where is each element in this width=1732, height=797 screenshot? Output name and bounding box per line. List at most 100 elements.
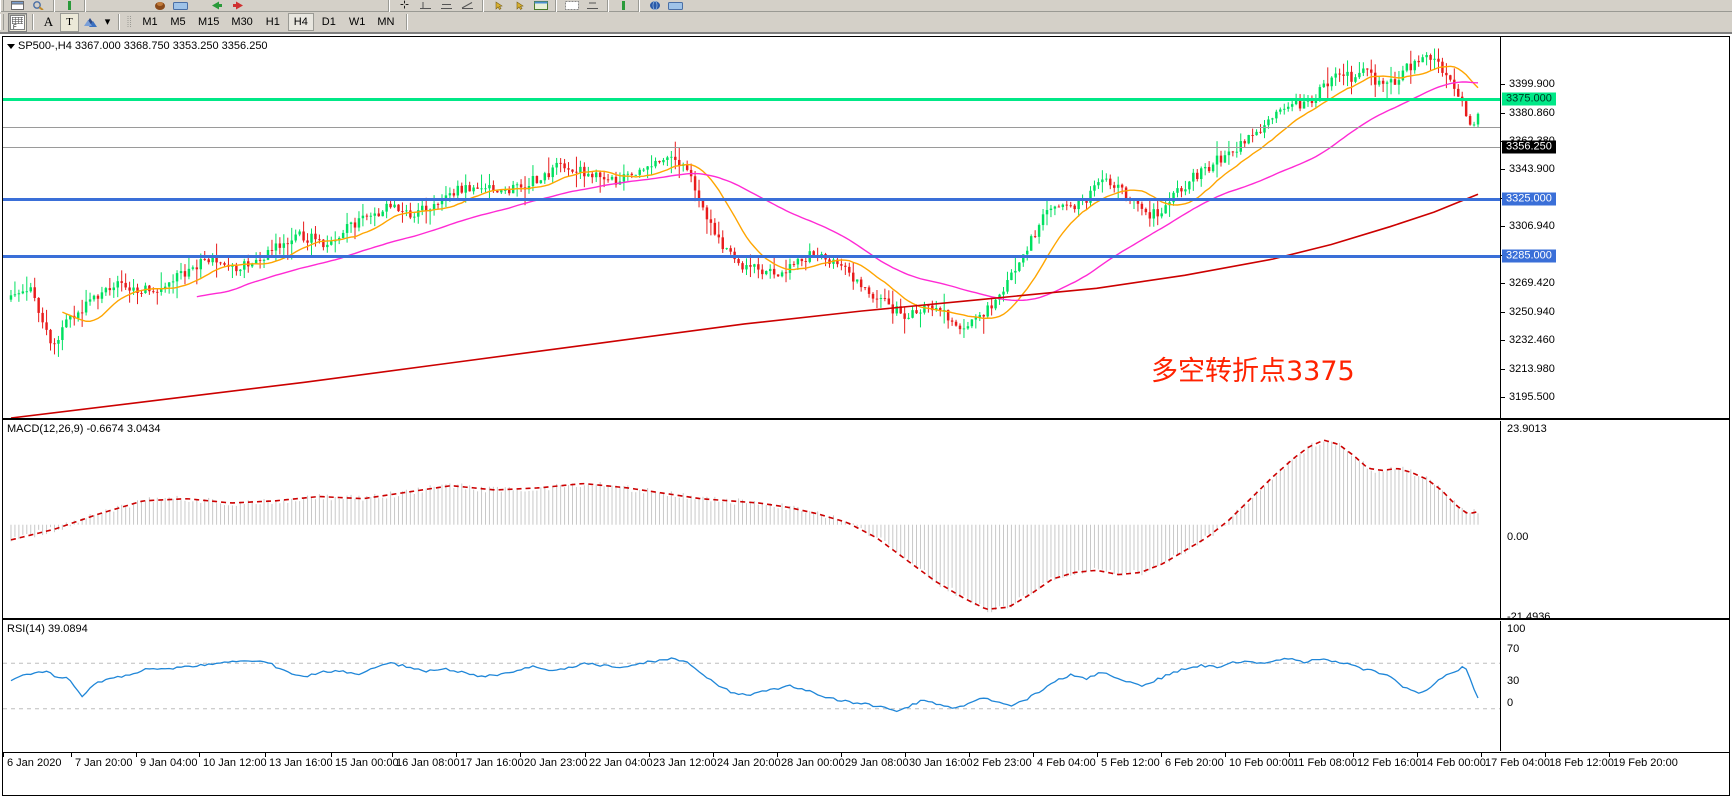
template-icon[interactable] <box>562 0 581 15</box>
chart-canvas[interactable]: 3399.9003380.8603362.3803343.9003325.460… <box>2 36 1730 796</box>
level-line-3362[interactable] <box>3 127 1500 128</box>
indicator-icon[interactable] <box>614 0 633 15</box>
timeframe-m30-button[interactable]: M30 <box>231 16 253 28</box>
rsi-axis-label: 30 <box>1507 675 1520 687</box>
timeframe-w1-button[interactable]: W1 <box>348 16 366 28</box>
toolbar-standard[interactable]: ⊹ <box>0 0 1732 15</box>
time-axis-tick <box>136 753 137 757</box>
price-pane[interactable]: 3399.9003380.8603362.3803343.9003325.460… <box>3 37 1729 432</box>
time-axis-label: 12 Feb 16:00 <box>1357 757 1422 769</box>
level-line-3325[interactable] <box>3 198 1500 201</box>
timeframe-h4-button[interactable]: H4 <box>287 13 314 31</box>
time-axis-tick <box>1033 753 1034 757</box>
price-badge-3325-000[interactable]: 3325.000 <box>1502 192 1556 206</box>
globe-icon[interactable] <box>645 0 664 15</box>
macd-pane[interactable]: 23.9013 0.00 -21.4936 MACD(12,26,9) -0.667… <box>3 421 1729 623</box>
time-axis-label: 5 Feb 12:00 <box>1101 757 1160 769</box>
macd-series <box>10 439 1479 613</box>
macd-plot-area[interactable] <box>3 421 1500 618</box>
time-axis-tick <box>520 753 521 757</box>
time-axis-label: 29 Jan 08:00 <box>845 757 909 769</box>
toolbar-separator <box>406 14 409 30</box>
price-plot-area[interactable] <box>3 37 1500 418</box>
rsi-axis-label: 0 <box>1507 697 1514 709</box>
price-axis-tick <box>1501 113 1505 114</box>
candlestick-series <box>9 48 1480 418</box>
level-line-3375[interactable] <box>3 98 1500 101</box>
cursor-icon[interactable] <box>489 0 508 15</box>
new-chart-icon[interactable] <box>8 0 27 15</box>
zoom-icon[interactable] <box>29 0 48 15</box>
toolbar-grip[interactable] <box>0 14 4 30</box>
toolbar-grip[interactable] <box>0 0 4 14</box>
time-axis-label: 13 Jan 16:00 <box>269 757 333 769</box>
bar-chart-icon[interactable] <box>60 0 79 15</box>
macd-axis[interactable]: 23.9013 0.00 -21.4936 <box>1500 421 1729 623</box>
timeframe-mn-button[interactable]: MN <box>377 16 395 28</box>
time-axis-label: 17 Feb 04:00 <box>1485 757 1550 769</box>
price-axis-tick <box>1501 397 1505 398</box>
price-badge-3356-250[interactable]: 3356.250 <box>1502 140 1556 154</box>
timeframe-h1-button[interactable]: H1 <box>265 16 280 28</box>
time-axis-label: 24 Jan 20:00 <box>717 757 781 769</box>
expert-advisor-icon[interactable] <box>150 0 169 15</box>
time-axis-label: 10 Jan 12:00 <box>203 757 267 769</box>
price-badge-3375-000[interactable]: 3375.000 <box>1502 92 1556 106</box>
time-axis-tick <box>1609 753 1610 757</box>
timeframe-m5-button[interactable]: M5 <box>170 16 186 28</box>
time-axis[interactable]: 6 Jan 2020 7 Jan 20:00 9 Jan 04:00 10 Jan 1… <box>3 752 1729 774</box>
svg-text:F: F <box>13 25 17 30</box>
timeframe-d1-button[interactable]: D1 <box>321 16 336 28</box>
time-axis-tick <box>713 753 714 757</box>
crosshair-icon[interactable]: ⊹ <box>399 0 410 11</box>
time-axis-label: 18 Feb 12:00 <box>1549 757 1614 769</box>
time-axis-label: 15 Jan 00:00 <box>335 757 399 769</box>
price-axis-label: 3343.900 <box>1509 163 1555 175</box>
pane-divider-macd-rsi[interactable] <box>3 618 1729 620</box>
text-tool-button[interactable]: A <box>39 13 58 32</box>
collapse-arrow-icon[interactable] <box>7 43 15 49</box>
price-axis[interactable]: 3399.9003380.8603362.3803343.9003325.460… <box>1500 37 1729 432</box>
time-axis-label: 17 Jan 16:00 <box>460 757 524 769</box>
level-line-3285[interactable] <box>3 255 1500 258</box>
trendline-icon[interactable] <box>458 0 477 15</box>
navigator-icon[interactable] <box>207 0 226 15</box>
rsi-axis-label: 70 <box>1507 643 1520 655</box>
price-axis-tick <box>1501 312 1505 313</box>
time-axis-label: 20 Jan 23:00 <box>524 757 588 769</box>
terminal-icon[interactable] <box>171 0 190 15</box>
toolbar-separator <box>555 0 557 14</box>
time-axis-label: 19 Feb 20:00 <box>1613 757 1678 769</box>
time-axis-label: 28 Jan 00:00 <box>781 757 845 769</box>
grid-icon[interactable] <box>531 0 550 15</box>
toolbar-drawing-and-periods[interactable]: F A T ▾ M1 M5 M15 M30 H1 H4 D1 W1 <box>0 12 1732 33</box>
time-axis-tick <box>392 753 393 757</box>
toolbar-separator <box>53 0 55 14</box>
rsi-plot-area[interactable] <box>3 621 1500 774</box>
crosshair-price-line[interactable] <box>3 147 1500 148</box>
pane-divider-price-macd[interactable] <box>3 418 1729 420</box>
time-axis-tick <box>777 753 778 757</box>
chevron-down-icon[interactable]: ▾ <box>102 13 113 32</box>
periods-grip-icon[interactable] <box>125 13 133 32</box>
label-tool-button[interactable]: T <box>60 12 79 32</box>
rsi-pane[interactable]: 100 70 30 0 RSI(14) 39.0894 6 Jan 2020 7 Jan… <box>3 621 1729 774</box>
vertical-line-icon[interactable] <box>416 0 435 15</box>
price-badge-3285-000[interactable]: 3285.000 <box>1502 249 1556 263</box>
rsi-axis[interactable]: 100 70 30 0 <box>1500 621 1729 751</box>
price-axis-label: 3195.500 <box>1509 391 1555 403</box>
properties-icon[interactable] <box>583 0 602 15</box>
timeframe-m1-button[interactable]: M1 <box>142 16 158 28</box>
price-axis-tick <box>1501 369 1505 370</box>
timeframe-m15-button[interactable]: M15 <box>198 16 220 28</box>
grid-f-icon[interactable]: F <box>8 12 27 32</box>
shapes-icon[interactable] <box>81 13 100 32</box>
pointer-icon[interactable] <box>510 0 529 15</box>
window-icon[interactable] <box>666 0 685 15</box>
time-axis-label: 11 Feb 08:00 <box>1293 757 1358 769</box>
timeframe-buttons[interactable]: M1 M5 M15 M30 H1 H4 D1 W1 MN <box>134 12 402 32</box>
horizontal-line-icon[interactable] <box>437 0 456 15</box>
price-axis-tick <box>1501 226 1505 227</box>
market-watch-icon[interactable] <box>228 0 247 15</box>
time-axis-label: 23 Jan 12:00 <box>653 757 717 769</box>
